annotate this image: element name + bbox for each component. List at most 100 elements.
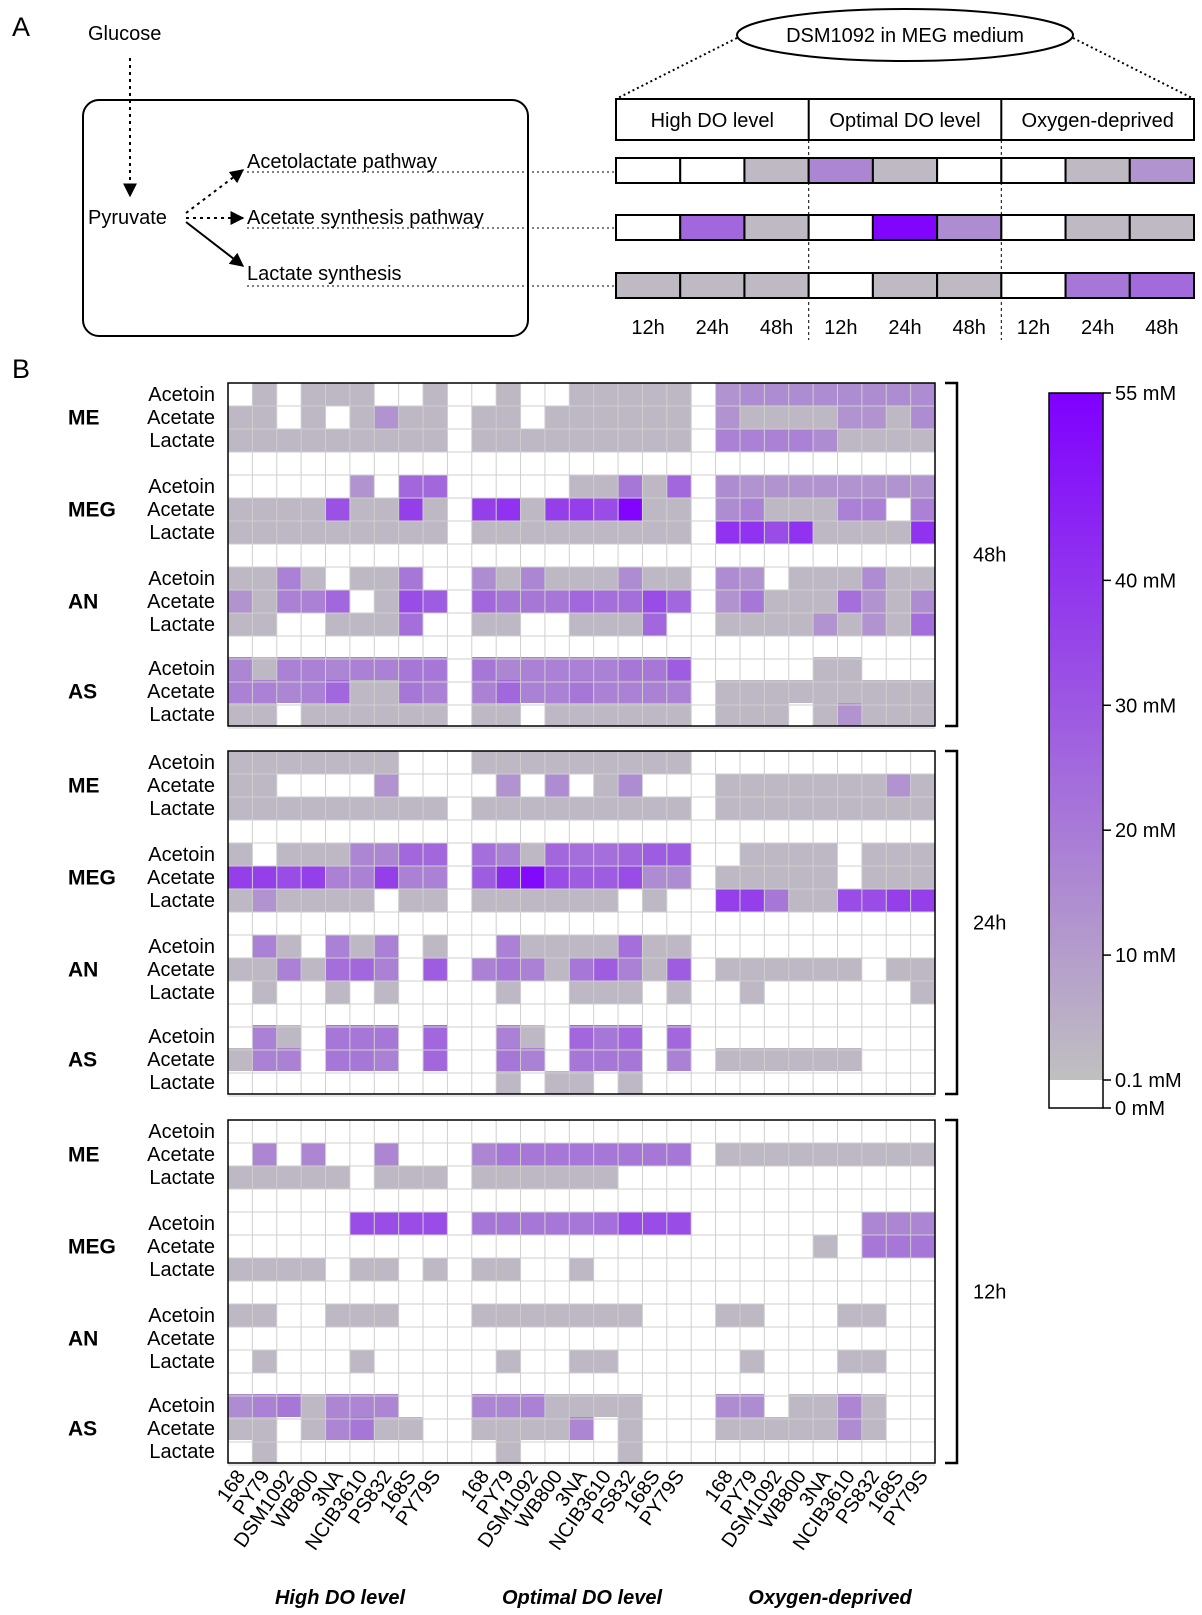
heat-cell — [496, 1025, 521, 1049]
heat-cell — [910, 657, 936, 681]
heat-cell — [618, 958, 643, 982]
heat-cell — [520, 1166, 546, 1190]
heat-cell — [764, 1166, 790, 1190]
heat-cell — [398, 751, 424, 775]
heat-cell — [301, 383, 326, 407]
heat-cell — [349, 1212, 375, 1236]
heat-cell — [715, 1350, 741, 1374]
heat-cell — [593, 1440, 619, 1464]
heat-cell — [593, 1143, 619, 1167]
heat-cell — [276, 866, 302, 890]
heat-cell — [739, 889, 765, 913]
heat-cell — [276, 1304, 302, 1328]
heat-cell — [228, 1048, 253, 1072]
heat-cell — [325, 1212, 351, 1236]
heat-cell — [666, 429, 692, 453]
heat-cell — [788, 567, 814, 591]
heat-cell — [593, 1235, 619, 1259]
heat-cell — [276, 1025, 302, 1049]
heat-cell — [544, 521, 570, 545]
heat-cell — [764, 406, 790, 430]
heat-cell — [861, 774, 887, 798]
heat-cell — [325, 1025, 351, 1049]
heat-cell — [739, 958, 765, 982]
heat-cell — [569, 498, 594, 522]
heat-cell — [813, 1025, 838, 1049]
heat-cell — [471, 958, 497, 982]
heat-cell — [739, 866, 765, 890]
metabolite-label-12h-MEG-Acetoin: Acetoin — [148, 1213, 215, 1235]
heat-cell — [764, 981, 790, 1005]
heat-cell — [520, 1048, 546, 1072]
heat-cell — [739, 498, 765, 522]
pathway-cell-r0-c2 — [743, 157, 810, 184]
strain-ellipse — [736, 8, 1074, 62]
heat-cell — [398, 383, 424, 407]
heat-cell — [764, 590, 790, 614]
heat-cell — [349, 657, 375, 681]
pathway-cell-r2-c7 — [1064, 272, 1131, 299]
heat-cell — [739, 590, 765, 614]
heat-cell — [423, 1120, 448, 1144]
heat-cell — [910, 590, 936, 614]
heat-cell — [715, 1212, 741, 1236]
heat-cell — [739, 935, 765, 959]
heat-cell — [788, 1304, 814, 1328]
heat-cell — [374, 958, 399, 982]
heat-cell — [471, 1440, 497, 1464]
heat-cell — [910, 866, 936, 890]
heat-cell — [642, 521, 668, 545]
heat-cell — [910, 958, 936, 982]
heat-cell — [471, 406, 497, 430]
heat-cell — [715, 703, 741, 727]
heat-cell — [252, 1440, 278, 1464]
heat-cell — [886, 406, 911, 430]
colorbar-zero-band — [1049, 1080, 1103, 1108]
heat-cell — [276, 958, 302, 982]
heat-cell — [301, 680, 326, 704]
heat-cell — [325, 383, 351, 407]
heat-cell — [301, 1212, 326, 1236]
heat-cell — [398, 406, 424, 430]
heat-cell — [813, 613, 838, 637]
heat-cell — [276, 429, 302, 453]
heat-cell — [739, 1071, 765, 1095]
heat-cell — [618, 1304, 643, 1328]
heat-cell — [739, 1327, 765, 1351]
heat-cell — [666, 521, 692, 545]
heat-cell — [910, 1071, 936, 1095]
heat-cell — [349, 935, 375, 959]
heat-cell — [739, 981, 765, 1005]
metabolite-label-24h-AN-Acetate: Acetate — [147, 959, 215, 981]
heat-cell — [252, 613, 278, 637]
heat-cell — [910, 935, 936, 959]
heat-cell — [886, 429, 911, 453]
heat-cell — [593, 567, 619, 591]
heat-cell — [496, 1440, 521, 1464]
heat-cell — [276, 889, 302, 913]
heat-cell — [301, 958, 326, 982]
heat-cell — [569, 1417, 594, 1441]
heat-cell — [423, 1440, 448, 1464]
heat-cell — [739, 1417, 765, 1441]
heat-cell — [569, 751, 594, 775]
heat-cell — [642, 889, 668, 913]
metabolite-label-12h-ME-Acetate: Acetate — [147, 1144, 215, 1166]
pathway-cell-r1-c1 — [679, 214, 746, 241]
heat-cell — [349, 498, 375, 522]
heat-cell — [837, 1071, 863, 1095]
heat-cell — [423, 1212, 448, 1236]
heat-cell — [228, 703, 253, 727]
heat-cell — [349, 567, 375, 591]
heat-cell — [910, 1350, 936, 1374]
heat-cell — [398, 1258, 424, 1282]
heat-cell — [544, 1417, 570, 1441]
heat-cell — [374, 935, 399, 959]
heat-cell — [520, 1120, 546, 1144]
heat-cell — [715, 1417, 741, 1441]
heat-cell — [837, 1327, 863, 1351]
heat-cell — [544, 981, 570, 1005]
heat-cell — [837, 889, 863, 913]
heat-cell — [618, 981, 643, 1005]
heat-cell — [325, 590, 351, 614]
